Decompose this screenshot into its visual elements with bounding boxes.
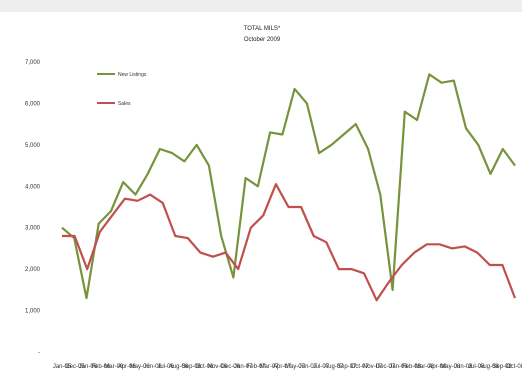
y-tick-label: - xyxy=(38,350,40,356)
x-tick-label: Jun-08 xyxy=(454,364,473,370)
x-tick-label: Feb-08 xyxy=(402,364,422,370)
x-tick-label: Jul-07 xyxy=(313,364,330,370)
x-tick-label: Oct-06 xyxy=(195,364,214,370)
x-tick-label: Apr-08 xyxy=(428,364,447,370)
x-tick-label: Feb-06 xyxy=(91,364,111,370)
x-tick-label: Sep-06 xyxy=(182,364,202,370)
y-tick-label: 6,000 xyxy=(25,101,41,107)
legend-label: Sales xyxy=(118,101,131,107)
x-tick-label: Dec-07 xyxy=(376,364,396,370)
x-tick-label: Mar-08 xyxy=(415,364,435,370)
x-tick-label: May-08 xyxy=(440,364,461,370)
x-tick-label: Oct-07 xyxy=(351,364,370,370)
x-tick-label: Mar-07 xyxy=(260,364,280,370)
y-tick-label: 5,000 xyxy=(25,143,41,149)
x-tick-label: Jul-08 xyxy=(468,364,485,370)
y-tick-label: 7,000 xyxy=(25,60,41,66)
x-tick-label: Dec-06 xyxy=(221,364,241,370)
x-tick-label: May-06 xyxy=(130,364,151,370)
x-tick-label: Jan-08 xyxy=(389,364,408,370)
x-tick-label: Mar-06 xyxy=(104,364,124,370)
series-line-sales xyxy=(62,183,517,302)
x-tick-label: Aug-07 xyxy=(324,364,344,370)
x-tick-label: Sep-07 xyxy=(337,364,357,370)
top-band xyxy=(0,0,522,12)
x-tick-label: Dec-05 xyxy=(65,364,85,370)
chart-subtitle: October 2009 xyxy=(244,37,281,43)
series-line-new-listings xyxy=(61,73,516,300)
y-tick-label: 1,000 xyxy=(25,309,41,315)
x-tick-label: Jan-07 xyxy=(234,364,253,370)
x-tick-label: Jan-06 xyxy=(79,364,98,370)
x-tick-label: Aug-08 xyxy=(479,364,499,370)
x-tick-label: Jul-06 xyxy=(157,364,174,370)
x-tick-label: Nov-07 xyxy=(363,364,383,370)
x-axis: Jan-05Dec-05Jan-06Feb-06Mar-06Apr-06May-… xyxy=(53,364,522,370)
series-group xyxy=(61,73,517,302)
chart-title: TOTAL MILS* xyxy=(244,26,281,32)
x-tick-label: May-07 xyxy=(285,364,306,370)
x-tick-label: Apr-07 xyxy=(273,364,292,370)
x-tick-label: Nov-06 xyxy=(208,364,228,370)
y-tick-label: 4,000 xyxy=(25,184,41,190)
x-tick-label: Jun-06 xyxy=(143,364,162,370)
x-tick-label: Sep-08 xyxy=(492,364,512,370)
x-tick-label: Feb-07 xyxy=(247,364,267,370)
y-tick-label: 3,000 xyxy=(25,226,41,232)
legend-label: New Listings xyxy=(118,72,147,78)
x-tick-label: Oct-08 xyxy=(506,364,522,370)
x-tick-label: Jun-07 xyxy=(299,364,318,370)
x-tick-label: Aug-06 xyxy=(169,364,189,370)
x-tick-label: Apr-06 xyxy=(118,364,137,370)
legend: New Listings Sales xyxy=(97,72,147,107)
x-tick-label: Jan-05 xyxy=(53,364,72,370)
y-axis: - 1,000 2,000 3,000 4,000 5,000 6,000 7,000 xyxy=(25,60,41,356)
y-tick-label: 2,000 xyxy=(25,267,41,273)
